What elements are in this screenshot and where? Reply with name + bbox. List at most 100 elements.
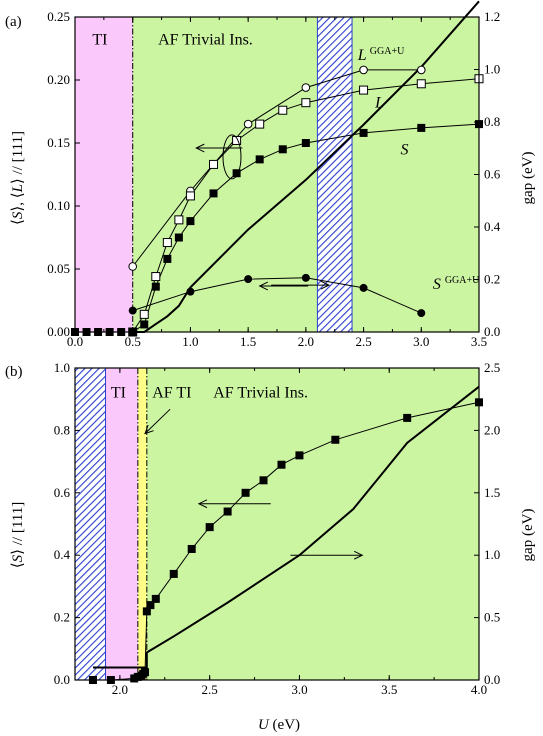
- series-line-gap-none: [93, 385, 480, 669]
- data-point-s: [301, 139, 310, 147]
- x-tick-label: 3.0: [413, 334, 429, 349]
- data-point-s: [142, 607, 151, 616]
- region-af-ti: [137, 368, 147, 680]
- data-point-s: [186, 217, 195, 226]
- arrow-head: [144, 424, 154, 435]
- data-point-s: [209, 189, 218, 198]
- y2-tick-label: 2.5: [484, 360, 500, 375]
- data-point-l: [416, 79, 426, 89]
- y-tick-label: 0.15: [47, 135, 70, 150]
- data-point-s-gga: [186, 287, 195, 296]
- annotation: AF TI: [152, 385, 191, 402]
- data-point-s-gga: [359, 283, 368, 292]
- y-tick-label: 0.0: [54, 672, 70, 687]
- y-tick-label: 0.6: [54, 485, 71, 500]
- data-point-l-gga: [416, 65, 426, 75]
- data-point-s: [255, 155, 264, 164]
- y2-tick-label: 0.6: [484, 167, 501, 182]
- y2-tick-label: 0.5: [484, 610, 500, 625]
- data-point-s: [277, 460, 286, 469]
- panel-label-a: (a): [5, 14, 22, 30]
- series-line-l-gga-circle-open: [132, 69, 422, 267]
- region-af-trivial-ins-: [146, 368, 480, 680]
- y2-tick-label: 1.5: [484, 485, 500, 500]
- data-point-s: [205, 523, 214, 532]
- data-point-s: [278, 145, 287, 154]
- x-tick-label: 1.0: [182, 334, 198, 349]
- hatched-band: [74, 367, 107, 681]
- data-point-s: [259, 476, 268, 485]
- x-tick-label: 2.5: [355, 334, 371, 349]
- y2-axis-title-a: gap (eV): [520, 152, 536, 205]
- data-point-s: [151, 594, 160, 603]
- annotation: TI: [111, 385, 126, 402]
- data-point-l: [232, 135, 242, 145]
- x-tick-label: 3.5: [381, 682, 397, 697]
- data-point-l: [139, 309, 149, 319]
- data-point-l-gga: [301, 83, 311, 92]
- x-tick-label: 2.0: [298, 334, 314, 349]
- data-point-s: [141, 668, 150, 677]
- data-point-s: [187, 544, 196, 553]
- annotation: AF Trivial Ins.: [158, 32, 253, 49]
- arrow-head: [320, 280, 331, 290]
- y-tick-label: 0.10: [47, 198, 70, 213]
- data-point-l: [185, 191, 195, 201]
- y2-tick-label: 0.0: [484, 672, 500, 687]
- data-point-s-gga: [417, 309, 426, 318]
- y-tick-label: 1.0: [54, 360, 70, 375]
- data-point-l: [278, 105, 288, 115]
- x-tick-label: 3.5: [471, 334, 487, 349]
- y-tick-label: 0.2: [54, 610, 70, 625]
- x-tick-label: 0.5: [125, 334, 141, 349]
- data-point-s-gga: [128, 306, 137, 315]
- data-point-s-gga: [301, 273, 310, 282]
- arrow-line: [144, 408, 171, 434]
- x-tick-label: 1.5: [240, 334, 256, 349]
- data-point-l-gga: [128, 262, 138, 271]
- x-tick-label: 2.5: [202, 682, 218, 697]
- y-axis-title-a: ⟨S⟩, ⟨L⟩ // [111]: [10, 131, 26, 225]
- panel-b: TI AF TI AF Trivial Ins. 2.0 2.5 3.0 3.5 4.00.…: [54, 360, 501, 697]
- data-point-l-gga: [243, 119, 253, 129]
- data-point-s: [331, 435, 340, 444]
- y-tick-label: 0.00: [47, 324, 70, 339]
- y2-tick-label: 0.2: [484, 272, 500, 287]
- data-point-s: [223, 507, 232, 516]
- data-point-s: [295, 451, 304, 460]
- annotation: TI: [92, 32, 107, 49]
- annotation-superscript: GGA+U: [445, 275, 480, 286]
- data-point-s: [151, 282, 160, 291]
- region-ti: [75, 17, 133, 332]
- data-point-s: [163, 254, 172, 263]
- arrow-head: [195, 143, 205, 153]
- annotation: L: [357, 47, 367, 64]
- data-point-l: [359, 85, 369, 95]
- data-point-s: [403, 413, 412, 422]
- y2-tick-label: 0.8: [484, 114, 500, 129]
- data-point-s: [417, 123, 426, 132]
- highlight-ellipse: [222, 134, 242, 180]
- data-point-l: [151, 272, 161, 282]
- data-point-l: [255, 119, 265, 129]
- data-point-l-gga: [359, 65, 368, 75]
- x-axis-title: U (eV): [258, 717, 300, 733]
- y-tick-label: 0.20: [47, 72, 70, 87]
- arrow-head: [353, 550, 364, 560]
- y-tick-label: 0.8: [54, 422, 70, 437]
- series-line-l-square-open: [132, 78, 480, 333]
- x-tick-label: 2.0: [112, 682, 128, 697]
- data-point-s: [241, 488, 250, 497]
- series-line-s-gga-circle-filled: [132, 277, 422, 314]
- panel-label-b: (b): [5, 364, 23, 380]
- series-line-gap-none: [132, 0, 480, 333]
- data-point-s: [169, 569, 178, 578]
- data-point-s: [359, 128, 368, 137]
- y-tick-label: 0.05: [47, 261, 70, 276]
- arrow-head: [197, 499, 208, 509]
- data-point-l: [162, 238, 172, 248]
- data-point-s: [146, 601, 155, 610]
- annotation: S: [401, 141, 409, 158]
